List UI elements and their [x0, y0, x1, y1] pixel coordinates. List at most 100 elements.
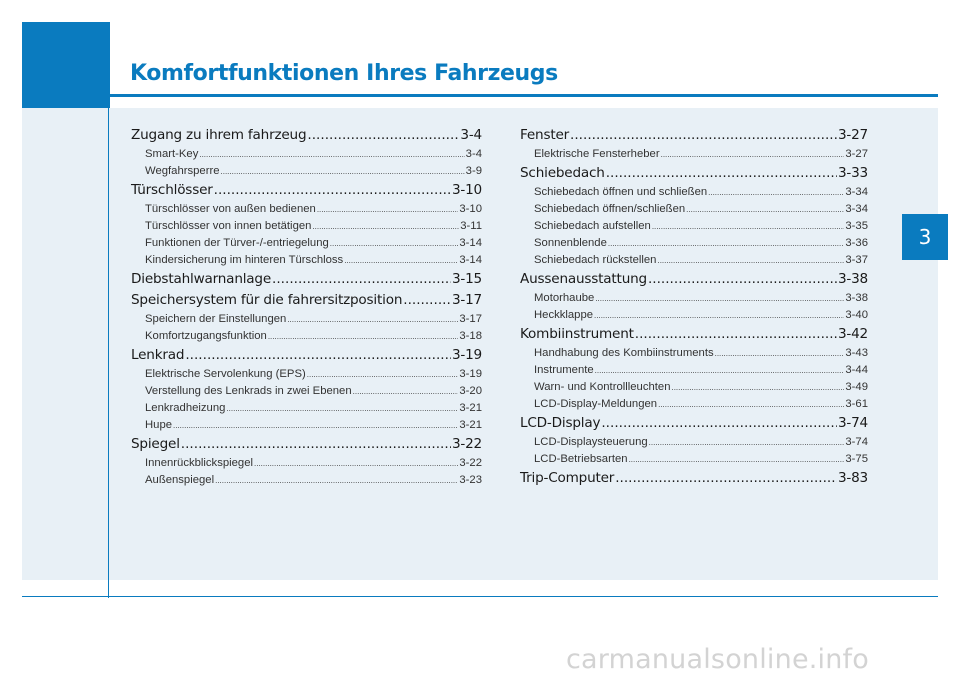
toc-dot-leader [221, 163, 465, 180]
toc-section-entry[interactable]: Zugang zu ihrem fahrzeug 3-4 [131, 125, 482, 146]
toc-page-number: 3-4 [465, 148, 482, 160]
toc-dot-leader [272, 269, 451, 290]
toc-entry-label: Wegfahrsperre [145, 165, 220, 177]
toc-entry-label: Türschlösser von außen bedienen [145, 203, 316, 215]
toc-page-number: 3-21 [459, 419, 482, 431]
toc-subsection-entry[interactable]: Speichern der Einstellungen 3-17 [131, 311, 482, 328]
toc-subsection-entry[interactable]: Außenspiegel 3-23 [131, 472, 482, 489]
toc-subsection-entry[interactable]: Türschlösser von innen betätigen 3-11 [131, 218, 482, 235]
toc-subsection-entry[interactable]: Komfortzugangsfunktion 3-18 [131, 328, 482, 345]
toc-page-number: 3-38 [837, 271, 868, 287]
toc-subsection-entry[interactable]: Kindersicherung im hinteren Türschloss 3-… [131, 252, 482, 269]
toc-entry-label: Smart-Key [145, 148, 199, 160]
toc-entry-label: Sonnenblende [534, 237, 607, 249]
toc-subsection-entry[interactable]: Verstellung des Lenkrads in zwei Ebenen 3… [131, 383, 482, 400]
toc-subsection-entry[interactable]: Türschlösser von außen bedienen 3-10 [131, 201, 482, 218]
toc-entry-label: Funktionen der Türver-/-entriegelung [145, 237, 329, 249]
toc-subsection-entry[interactable]: Lenkradheizung 3-21 [131, 400, 482, 417]
toc-page-number: 3-22 [451, 436, 482, 452]
toc-entry-label: Spiegel [131, 436, 180, 452]
toc-dot-leader [661, 146, 845, 163]
toc-entry-label: Türschlösser [131, 182, 213, 198]
toc-dot-leader [307, 125, 459, 146]
toc-dot-leader [595, 290, 844, 307]
toc-section-entry[interactable]: Kombiinstrument 3-42 [520, 324, 868, 345]
toc-dot-leader [649, 434, 845, 451]
toc-subsection-entry[interactable]: Sonnenblende 3-36 [520, 235, 868, 252]
toc-page-number: 3-83 [837, 470, 868, 486]
toc-page-number: 3-4 [460, 127, 482, 143]
chapter-tab[interactable]: 3 [902, 214, 948, 260]
toc-subsection-entry[interactable]: LCD-Betriebsarten 3-75 [520, 451, 868, 468]
toc-entry-label: LCD-Betriebsarten [534, 453, 628, 465]
toc-section-entry[interactable]: Speichersystem für die fahrersitzpositio… [131, 290, 482, 311]
toc-page-number: 3-14 [459, 237, 482, 249]
toc-subsection-entry[interactable]: Smart-Key 3-4 [131, 146, 482, 163]
toc-page-number: 3-42 [837, 326, 868, 342]
toc-section-entry[interactable]: Schiebedach 3-33 [520, 163, 868, 184]
toc-page-number: 3-49 [845, 381, 868, 393]
toc-subsection-entry[interactable]: LCD-Display-Meldungen 3-61 [520, 396, 868, 413]
toc-section-entry[interactable]: Türschlösser 3-10 [131, 180, 482, 201]
toc-section-entry[interactable]: Spiegel 3-22 [131, 434, 482, 455]
toc-page-number: 3-43 [845, 347, 868, 359]
toc-subsection-entry[interactable]: Funktionen der Türver-/-entriegelung 3-14 [131, 235, 482, 252]
toc-subsection-entry[interactable]: Elektrische Servolenkung (EPS) 3-19 [131, 366, 482, 383]
toc-entry-label: Schiebedach aufstellen [534, 220, 651, 232]
toc-page-number: 3-10 [451, 182, 482, 198]
toc-subsection-entry[interactable]: Schiebedach öffnen und schließen 3-34 [520, 184, 868, 201]
toc-section-entry[interactable]: Diebstahlwarnanlage 3-15 [131, 269, 482, 290]
toc-page-number: 3-75 [845, 453, 868, 465]
toc-page-number: 3-27 [845, 148, 868, 160]
toc-entry-label: Motorhaube [534, 292, 595, 304]
toc-entry-label: Handhabung des Kombiinstruments [534, 347, 714, 359]
toc-subsection-entry[interactable]: Heckklappe 3-40 [520, 307, 868, 324]
toc-dot-leader [330, 235, 459, 252]
toc-page-number: 3-34 [845, 203, 868, 215]
toc-page-number: 3-21 [459, 402, 482, 414]
toc-subsection-entry[interactable]: Handhabung des Kombiinstruments 3-43 [520, 345, 868, 362]
toc-page-number: 3-33 [837, 165, 868, 181]
toc-dot-leader [307, 366, 459, 383]
toc-entry-label: LCD-Display-Meldungen [534, 398, 658, 410]
toc-column-left: Zugang zu ihrem fahrzeug 3-4 Smart-Key 3-4 W… [131, 125, 482, 489]
toc-dot-leader [606, 163, 837, 184]
toc-subsection-entry[interactable]: Schiebedach rückstellen 3-37 [520, 252, 868, 269]
toc-subsection-entry[interactable]: Hupe 3-21 [131, 417, 482, 434]
toc-section-entry[interactable]: Aussenausstattung 3-38 [520, 269, 868, 290]
toc-entry-label: Elektrische Fensterheber [534, 148, 660, 160]
toc-subsection-entry[interactable]: Wegfahrsperre 3-9 [131, 163, 482, 180]
toc-entry-label: Lenkradheizung [145, 402, 226, 414]
margin-rule [108, 22, 109, 598]
toc-subsection-entry[interactable]: Instrumente 3-44 [520, 362, 868, 379]
toc-section-entry[interactable]: Lenkrad 3-19 [131, 345, 482, 366]
toc-entry-label: LCD-Displaysteuerung [534, 436, 648, 448]
toc-dot-leader [287, 311, 458, 328]
toc-section-entry[interactable]: Fenster 3-27 [520, 125, 868, 146]
toc-entry-label: Innenrückblickspiegel [145, 457, 254, 469]
toc-dot-leader [173, 417, 458, 434]
toc-subsection-entry[interactable]: Schiebedach aufstellen 3-35 [520, 218, 868, 235]
toc-subsection-entry[interactable]: Warn- und Kontrollleuchten 3-49 [520, 379, 868, 396]
toc-subsection-entry[interactable]: Schiebedach öffnen/schließen 3-34 [520, 201, 868, 218]
toc-entry-label: Aussenausstattung [520, 271, 647, 287]
chapter-color-block [22, 22, 110, 108]
toc-page-number: 3-19 [451, 347, 482, 363]
chapter-title: Komfortfunktionen Ihres Fahrzeugs [130, 61, 558, 86]
toc-dot-leader [652, 218, 845, 235]
toc-dot-leader [214, 180, 451, 201]
toc-section-entry[interactable]: Trip-Computer 3-83 [520, 468, 868, 489]
toc-page-number: 3-18 [459, 330, 482, 342]
toc-subsection-entry[interactable]: LCD-Displaysteuerung 3-74 [520, 434, 868, 451]
toc-page-number: 3-17 [459, 313, 482, 325]
toc-entry-label: Türschlösser von innen betätigen [145, 220, 312, 232]
toc-dot-leader [403, 290, 451, 311]
toc-entry-label: Schiebedach [520, 165, 605, 181]
toc-subsection-entry[interactable]: Elektrische Fensterheber 3-27 [520, 146, 868, 163]
toc-subsection-entry[interactable]: Innenrückblickspiegel 3-22 [131, 455, 482, 472]
toc-entry-label: Komfortzugangsfunktion [145, 330, 267, 342]
toc-page-number: 3-37 [845, 254, 868, 266]
toc-section-entry[interactable]: LCD-Display 3-74 [520, 413, 868, 434]
toc-subsection-entry[interactable]: Motorhaube 3-38 [520, 290, 868, 307]
toc-entry-label: Außenspiegel [145, 474, 215, 486]
